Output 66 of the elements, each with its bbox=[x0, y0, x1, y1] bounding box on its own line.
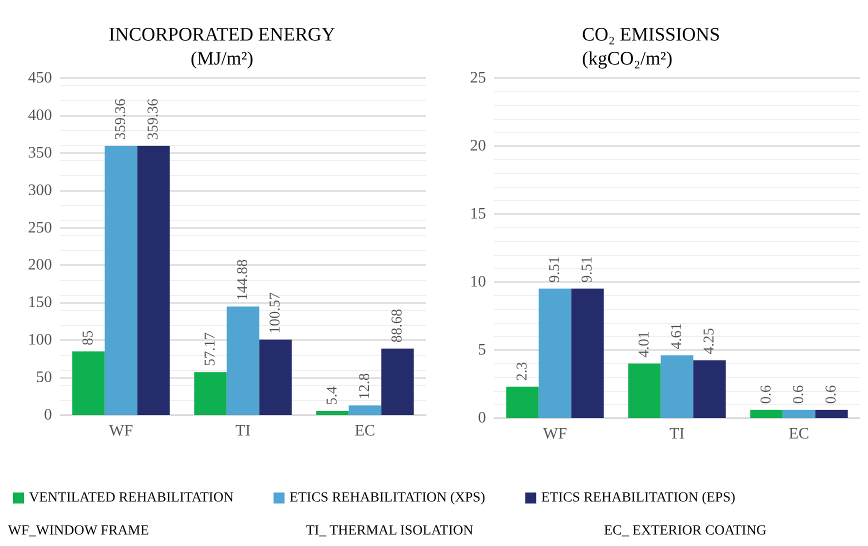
bar bbox=[506, 386, 539, 418]
y-tick-label: 350 bbox=[28, 144, 52, 162]
y-tick-label: 200 bbox=[28, 256, 52, 274]
bar bbox=[259, 340, 292, 415]
data-label: 57.17 bbox=[202, 332, 218, 366]
x-tick-label: TI bbox=[235, 422, 251, 440]
y-tick-label: 25 bbox=[470, 70, 486, 86]
y-tick-label: 0 bbox=[478, 410, 486, 426]
chart-title: CO₂ EMISSIONS (kgCO₂/m²) bbox=[582, 24, 720, 70]
legend-label: ETICS REHABILITATION (EPS) bbox=[541, 490, 736, 506]
x-tick-label: TI bbox=[669, 426, 685, 442]
bar bbox=[226, 306, 260, 415]
data-label: 144.88 bbox=[235, 259, 251, 300]
bar bbox=[104, 146, 138, 415]
y-tick-label: 150 bbox=[28, 294, 52, 312]
data-label: 9.51 bbox=[580, 256, 596, 283]
y-tick-label: 100 bbox=[28, 332, 52, 349]
bar bbox=[628, 363, 661, 418]
bar bbox=[348, 405, 382, 415]
text: WF_WINDOW FRAME bbox=[8, 524, 149, 538]
bar bbox=[137, 146, 170, 415]
y-tick-label: 50 bbox=[36, 369, 52, 386]
data-label: 4.61 bbox=[669, 323, 685, 350]
bar bbox=[381, 348, 414, 415]
data-label: 4.25 bbox=[702, 328, 718, 354]
bar bbox=[660, 355, 694, 418]
data-label: 2.3 bbox=[514, 362, 530, 381]
y-tick-label: 20 bbox=[470, 138, 486, 154]
text: TI_ THERMAL ISOLATION bbox=[306, 524, 474, 538]
data-label: 0.6 bbox=[791, 384, 807, 404]
y-tick-label: 300 bbox=[28, 182, 52, 199]
data-label: 359.36 bbox=[113, 98, 129, 140]
bar bbox=[815, 410, 848, 418]
y-tick-label: 250 bbox=[28, 219, 52, 236]
bar bbox=[750, 410, 783, 418]
data-label: 0.6 bbox=[758, 384, 774, 404]
y-tick-label: 5 bbox=[478, 342, 486, 358]
data-label: 5.4 bbox=[324, 386, 340, 405]
data-label: 12.8 bbox=[357, 373, 373, 400]
data-label: 0.6 bbox=[824, 384, 840, 404]
bar bbox=[194, 372, 227, 415]
bar bbox=[571, 288, 604, 418]
data-label: 88.68 bbox=[390, 308, 406, 343]
x-tick-label: WF bbox=[543, 426, 568, 442]
bar bbox=[782, 410, 816, 418]
bar bbox=[316, 410, 349, 415]
y-tick-label: 450 bbox=[28, 70, 52, 86]
text: EC_ EXTERIOR COATING bbox=[604, 524, 767, 538]
data-label: 85 bbox=[80, 330, 96, 346]
bar bbox=[693, 360, 726, 418]
y-tick-label: 15 bbox=[470, 206, 486, 222]
data-label: 9.51 bbox=[547, 256, 563, 283]
legend-label: ETICS REHABILITATION (XPS) bbox=[290, 490, 486, 506]
data-label: 4.01 bbox=[636, 331, 652, 358]
y-tick-label: 10 bbox=[470, 274, 486, 290]
chart-title: INCORPORATED ENERGY (MJ/m²) bbox=[108, 24, 336, 70]
y-tick-label: 0 bbox=[44, 406, 52, 424]
data-label: 359.36 bbox=[146, 98, 162, 140]
data-label: 100.57 bbox=[268, 292, 284, 334]
x-tick-label: WF bbox=[109, 422, 134, 440]
bar bbox=[72, 351, 105, 415]
x-tick-label: EC bbox=[354, 422, 376, 440]
bar bbox=[538, 288, 572, 418]
x-tick-label: EC bbox=[788, 426, 810, 442]
y-tick-label: 400 bbox=[28, 106, 52, 124]
legend-label: VENTILATED REHABILITATION bbox=[29, 490, 234, 506]
